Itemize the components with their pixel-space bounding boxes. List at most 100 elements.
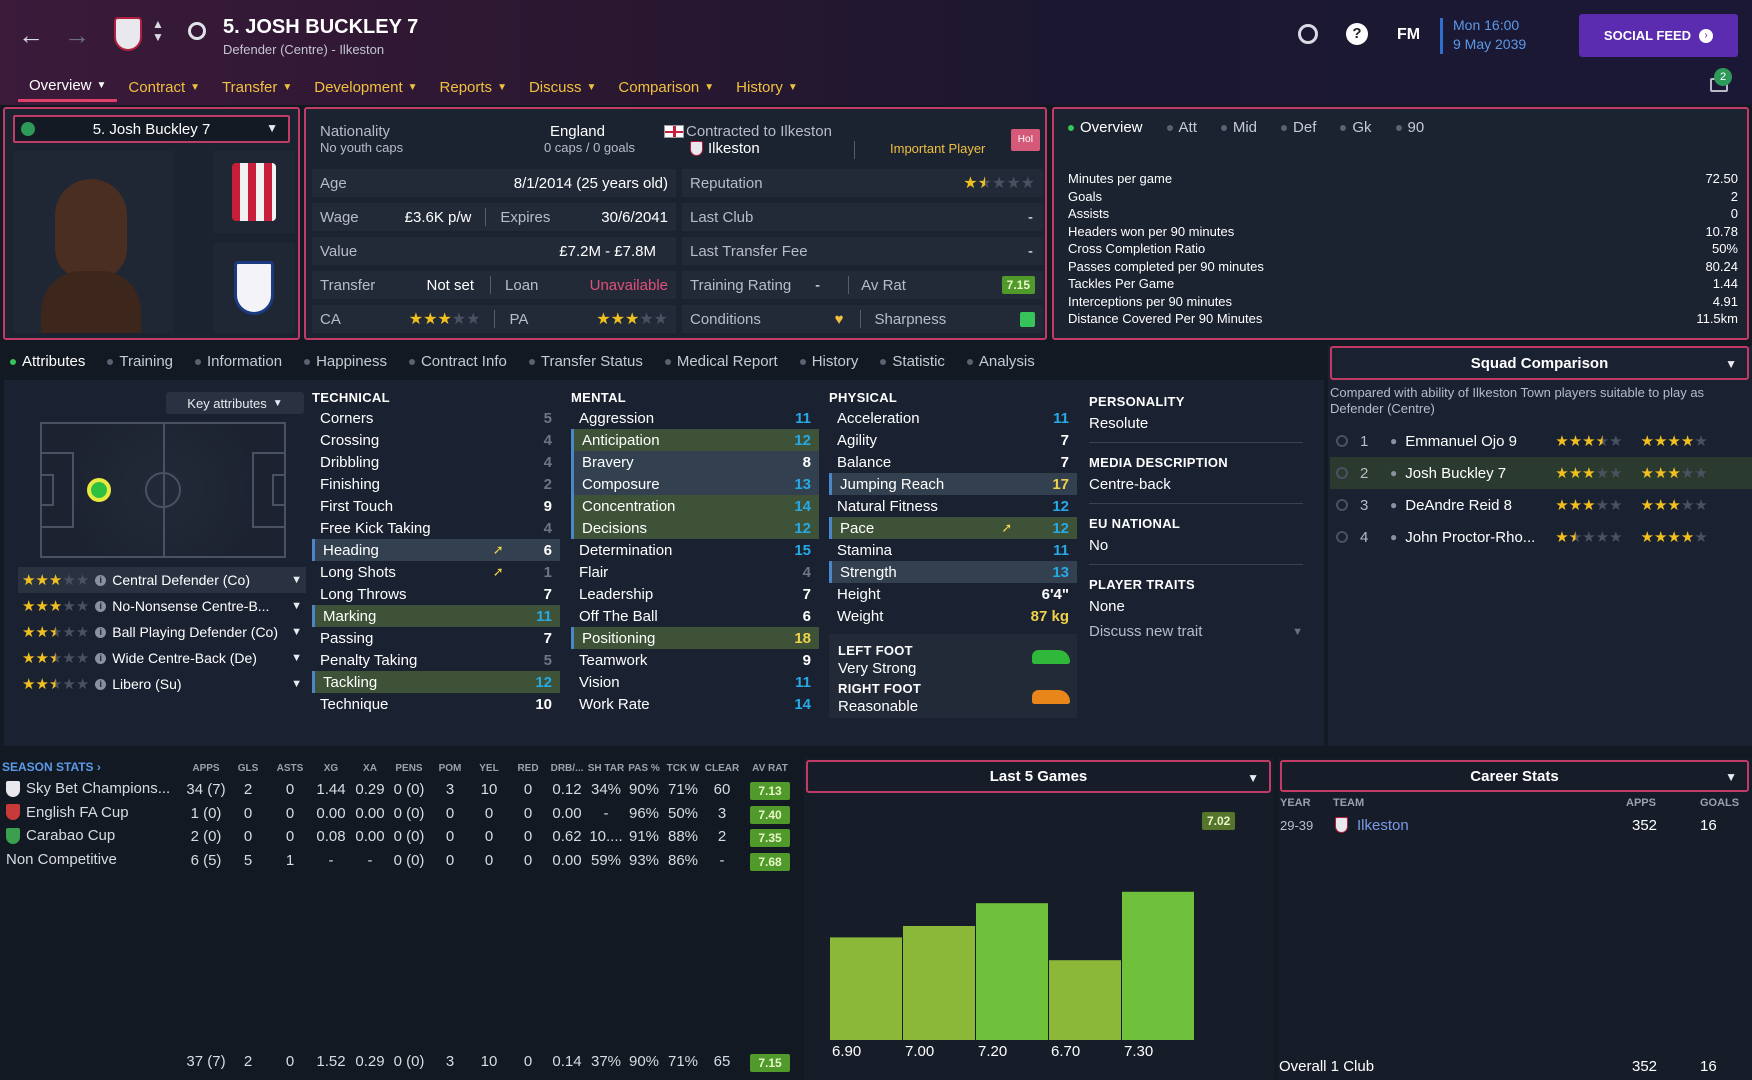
last5-bar[interactable] [1049,960,1121,1040]
attribute-row[interactable]: Dribbling 4 [312,451,560,473]
select-radio-icon[interactable] [1336,467,1348,479]
attribute-row[interactable]: Determination 15 [571,539,819,561]
season-col-header[interactable]: ASTS [276,763,304,774]
game-date[interactable]: 9 May 2039 [1453,36,1527,52]
tab-history[interactable]: History ▼ [736,78,798,96]
role-row[interactable]: ★★★★★ i Ball Playing Defender (Co) ▼ [18,619,306,645]
attribute-row[interactable]: Long Throws 7 [312,583,560,605]
attribute-row[interactable]: Marking 11 [312,605,560,627]
subtab-happiness[interactable]: Happiness [304,353,387,370]
tab-development[interactable]: Development ▼ [314,78,418,96]
attribute-row[interactable]: Corners 5 [312,407,560,429]
season-competition[interactable]: Sky Bet Champions... [6,780,170,797]
attribute-row[interactable]: Composure 13 [571,473,819,495]
club-value[interactable]: Ilkeston [708,140,760,157]
season-competition[interactable]: Non Competitive [6,850,117,868]
tab-contract[interactable]: Contract ▼ [128,78,201,96]
game-time[interactable]: Mon 16:00 [1453,17,1520,33]
squad-comparison-select[interactable]: Squad Comparison ▼ [1330,346,1749,380]
squad-row[interactable]: 3 ● DeAndre Reid 8 ★★★★★ ★★★★★ [1330,489,1752,521]
select-radio-icon[interactable] [1336,435,1348,447]
subtab-transfer-status[interactable]: Transfer Status [528,353,643,370]
season-col-header[interactable]: PAS % [628,763,660,774]
fm-logo[interactable]: FM [1397,26,1421,43]
attribute-row[interactable]: Leadership 7 [571,583,819,605]
season-col-header[interactable]: CLEAR [704,763,740,774]
attribute-row[interactable]: Crossing 4 [312,429,560,451]
ovtab-att[interactable]: Att [1166,119,1197,136]
attribute-row[interactable]: Height 6'4" [829,583,1077,605]
subtab-analysis[interactable]: Analysis [966,353,1035,370]
back-arrow-icon[interactable]: ← [18,19,44,50]
tab-transfer[interactable]: Transfer ▼ [222,78,293,96]
last5-bar[interactable] [1122,891,1194,1040]
info-icon[interactable]: i [95,574,107,586]
last5-bar[interactable] [976,903,1048,1040]
season-col-header[interactable]: XG [323,763,339,774]
season-col-header[interactable]: PENS [395,763,423,774]
season-col-header[interactable]: GLS [237,763,259,774]
role-row[interactable]: ★★★★★ i No-Nonsense Centre-B... ▼ [18,593,306,619]
tab-comparison[interactable]: Comparison ▼ [618,78,715,96]
ovtab-gk[interactable]: Gk [1340,119,1372,136]
search-icon[interactable] [188,22,206,40]
career-select[interactable]: Career Stats ▼ [1280,760,1749,792]
key-attributes-select[interactable]: Key attributes ▼ [166,392,304,414]
attribute-row[interactable]: Bravery 8 [571,451,819,473]
info-icon[interactable]: i [95,678,107,690]
squad-row[interactable]: 1 ● Emmanuel Ojo 9 ★★★★★ ★★★★★ [1330,425,1752,457]
season-col-header[interactable]: YEL [479,763,499,774]
season-col-header[interactable]: POM [438,763,462,774]
attribute-row[interactable]: Acceleration 11 [829,407,1077,429]
season-competition[interactable]: Carabao Cup [6,827,115,844]
player-select[interactable]: 5. Josh Buckley 7 ▼ [13,115,290,143]
squad-player-name[interactable]: DeAndre Reid 8 [1405,496,1512,514]
help-icon[interactable]: ? [1346,23,1368,45]
tab-reports[interactable]: Reports ▼ [439,78,507,96]
attribute-row[interactable]: Finishing 2 [312,473,560,495]
chevron-down-icon[interactable]: ▼ [291,600,302,612]
select-radio-icon[interactable] [1336,499,1348,511]
select-radio-icon[interactable] [1336,531,1348,543]
season-col-header[interactable]: XA [363,763,377,774]
attribute-row[interactable]: Anticipation 12 [571,429,819,451]
attribute-row[interactable]: Pace ➚ 12 [829,517,1077,539]
attribute-row[interactable]: Work Rate 14 [571,693,819,715]
globe-icon[interactable] [1298,24,1318,44]
attribute-row[interactable]: Penalty Taking 5 [312,649,560,671]
subtab-information[interactable]: Information [195,353,282,370]
attribute-row[interactable]: Decisions 12 [571,517,819,539]
social-feed-button[interactable]: SOCIAL FEED › [1579,14,1738,57]
squad-player-name[interactable]: Emmanuel Ojo 9 [1405,432,1517,450]
chevron-down-icon[interactable]: ▼ [291,678,302,690]
ovtab-overview[interactable]: Overview [1068,119,1143,136]
last5-bar[interactable] [830,937,902,1040]
ovtab-mid[interactable]: Mid [1220,119,1257,136]
last5-bar[interactable] [903,926,975,1040]
season-col-header[interactable]: TCK W [666,763,700,774]
attribute-row[interactable]: Off The Ball 6 [571,605,819,627]
info-icon[interactable]: i [95,652,107,664]
info-icon[interactable]: i [95,600,107,612]
attribute-row[interactable]: Concentration 14 [571,495,819,517]
last5-select[interactable]: Last 5 Games ▼ [806,760,1271,793]
discuss-trait-select[interactable]: Discuss new trait ▼ [1089,623,1303,640]
season-col-header[interactable]: APPS [192,763,220,774]
tab-overview[interactable]: Overview ▼ [18,72,118,102]
chevron-down-icon[interactable]: ▼ [291,626,302,638]
subtab-attributes[interactable]: Attributes [10,353,85,370]
season-col-header[interactable]: RED [517,763,539,774]
ovtab-90[interactable]: 90 [1395,119,1424,136]
subtab-history[interactable]: History [799,353,858,370]
attribute-row[interactable]: Natural Fitness 12 [829,495,1077,517]
squad-row[interactable]: 4 ● John Proctor-Rho... ★★★★★ ★★★★★ [1330,521,1752,553]
attribute-row[interactable]: Heading ➚ 6 [312,539,560,561]
loan-value[interactable]: Unavailable [589,276,668,294]
squad-row[interactable]: 2 ● Josh Buckley 7 ★★★★★ ★★★★★ [1330,457,1752,489]
career-team[interactable]: Ilkeston [1357,817,1409,834]
subtab-medical-report[interactable]: Medical Report [664,353,778,370]
season-col-header[interactable]: SH TAR [587,763,625,774]
player-switch-icon[interactable]: ▲ ▼ [152,17,164,44]
attribute-row[interactable]: Jumping Reach 17 [829,473,1077,495]
info-icon[interactable]: i [95,626,107,638]
